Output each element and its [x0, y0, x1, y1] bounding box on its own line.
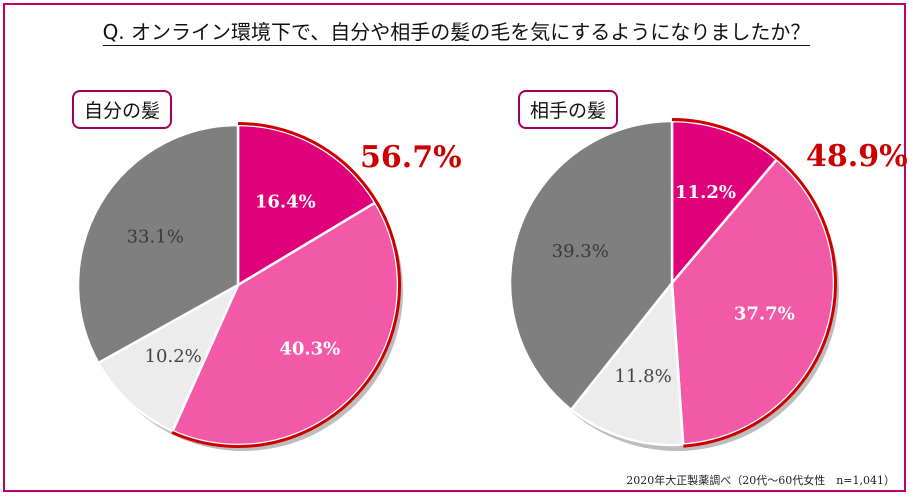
chart-title: Q. オンライン環境下で、自分や相手の髪の毛を気にするようになりましたか？ — [0, 16, 913, 46]
pie1-slice-3 — [508, 119, 674, 411]
chart-title-text: Q. オンライン環境下で、自分や相手の髪の毛を気にするようになりましたか？ — [102, 20, 811, 46]
pie0-highlight-arc — [171, 122, 401, 448]
pie1-highlight-arc — [671, 118, 837, 448]
pie1-total-label: 48.9% — [806, 139, 908, 174]
pie0-slice-2 — [97, 283, 240, 433]
pie0-slice-1 — [171, 201, 400, 447]
pie1-slice-2 — [569, 281, 685, 447]
pie-label-own-hair: 自分の髪 — [72, 90, 173, 129]
pie1-slice-1-label: 37.7% — [734, 303, 795, 324]
pie0-slice-3 — [76, 123, 240, 365]
pie0-slice-3-label: 33.1% — [127, 226, 184, 247]
pie1-slice-2-label: 11.8% — [615, 366, 672, 387]
pie0-total-label: 56.7% — [360, 140, 462, 175]
pie1-slice-3-label: 39.3% — [552, 241, 609, 262]
pie0-slice-0 — [236, 123, 377, 287]
pie0-slice-0-label: 16.4% — [255, 191, 316, 212]
source-note: 2020年大正製薬調べ（20代～60代女性 n=1,041） — [626, 474, 895, 487]
pie1-slice-0-label: 11.2% — [675, 182, 736, 203]
pie-label-others-hair: 相手の髪 — [518, 90, 619, 129]
pie0-slice-2-label: 10.2% — [145, 346, 202, 367]
pie0-slice-1-label: 40.3% — [279, 339, 340, 360]
chart-frame — [3, 3, 906, 492]
pie1-slice-1 — [670, 158, 836, 446]
pie1-slice-0 — [670, 119, 779, 285]
